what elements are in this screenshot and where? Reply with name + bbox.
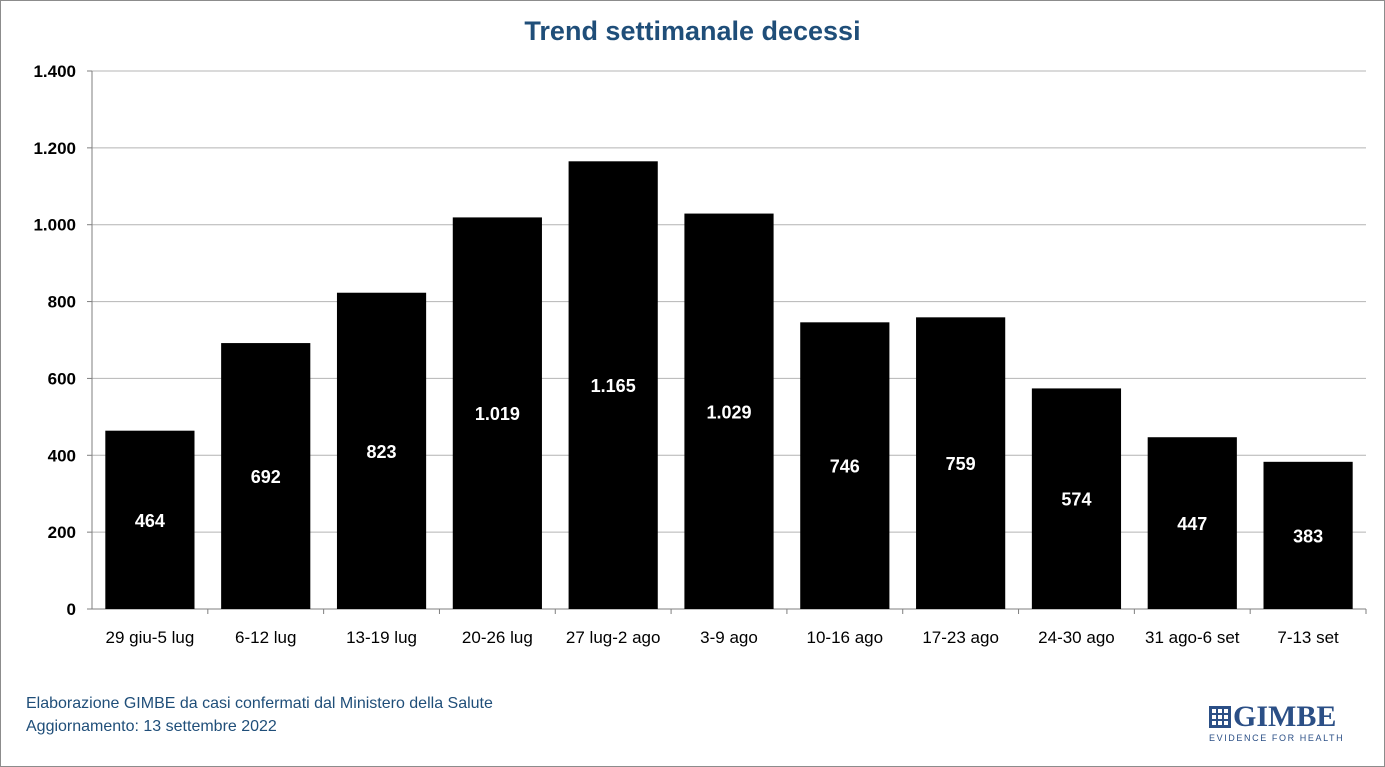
bar bbox=[1031, 388, 1122, 609]
x-tick-label: 10-16 ago bbox=[807, 628, 884, 647]
x-tick-label: 3-9 ago bbox=[700, 628, 758, 647]
y-tick-label: 1.000 bbox=[33, 216, 76, 235]
y-tick-label: 200 bbox=[48, 523, 76, 542]
chart-title: Trend settimanale decessi bbox=[524, 16, 861, 46]
bar bbox=[105, 430, 195, 609]
bar bbox=[1147, 437, 1237, 609]
footer-source: Elaborazione GIMBE da casi confermati da… bbox=[26, 695, 493, 712]
bar-value-label: 759 bbox=[946, 454, 976, 474]
gimbe-logo: GIMBE EVIDENCE FOR HEALTH bbox=[1209, 700, 1345, 746]
bars: 464 692 823 1.019 1.165 1.029 746 759 574 447 383 bbox=[105, 161, 1353, 610]
x-tick-label: 17-23 ago bbox=[922, 628, 999, 647]
bar-value-label: 823 bbox=[367, 442, 397, 462]
bar-value-label: 464 bbox=[135, 511, 165, 531]
bar bbox=[568, 161, 658, 610]
bar-value-label: 574 bbox=[1061, 490, 1091, 510]
bar bbox=[684, 213, 774, 609]
footer-note: Elaborazione GIMBE da casi confermati da… bbox=[26, 692, 493, 738]
bar bbox=[916, 317, 1006, 609]
bar bbox=[336, 292, 427, 609]
bar bbox=[800, 322, 890, 609]
y-tick-label: 600 bbox=[48, 369, 76, 388]
y-tick-label: 400 bbox=[48, 446, 76, 465]
bar-value-label: 1.019 bbox=[475, 404, 520, 424]
bar-value-label: 447 bbox=[1177, 514, 1207, 534]
y-tick-label: 0 bbox=[67, 600, 76, 619]
bar-value-label: 383 bbox=[1293, 526, 1323, 546]
y-tick-label: 1.400 bbox=[33, 62, 76, 81]
bar-value-label: 1.165 bbox=[591, 376, 636, 396]
footer-updated: Aggiornamento: 13 settembre 2022 bbox=[26, 718, 277, 735]
bar bbox=[221, 343, 311, 609]
x-tick-label: 27 lug-2 ago bbox=[566, 628, 661, 647]
x-tick-label: 7-13 set bbox=[1277, 628, 1339, 647]
gimbe-grid-icon bbox=[1209, 706, 1231, 728]
y-tick-label: 1.200 bbox=[33, 139, 76, 158]
x-tick-label: 29 giu-5 lug bbox=[105, 628, 194, 647]
gimbe-logo-text: GIMBE bbox=[1233, 700, 1337, 733]
x-tick-label: 31 ago-6 set bbox=[1145, 628, 1240, 647]
gimbe-logo-tagline: EVIDENCE FOR HEALTH bbox=[1209, 733, 1345, 743]
y-tick-label: 800 bbox=[48, 293, 76, 312]
x-tick-label: 13-19 lug bbox=[346, 628, 417, 647]
bar bbox=[1263, 461, 1353, 609]
x-tick-labels: 29 giu-5 lug 6-12 lug 13-19 lug 20-26 lug 27… bbox=[105, 628, 1339, 647]
x-tick-label: 24-30 ago bbox=[1038, 628, 1115, 647]
x-tick-label: 6-12 lug bbox=[235, 628, 296, 647]
x-tick-label: 20-26 lug bbox=[462, 628, 533, 647]
bar-value-label: 746 bbox=[830, 457, 860, 477]
bar-value-label: 1.029 bbox=[706, 402, 751, 422]
bar bbox=[452, 217, 542, 610]
bar-value-label: 692 bbox=[251, 467, 281, 487]
y-tick-labels: 0 200 400 600 800 1.000 1.200 1.400 bbox=[33, 62, 76, 619]
